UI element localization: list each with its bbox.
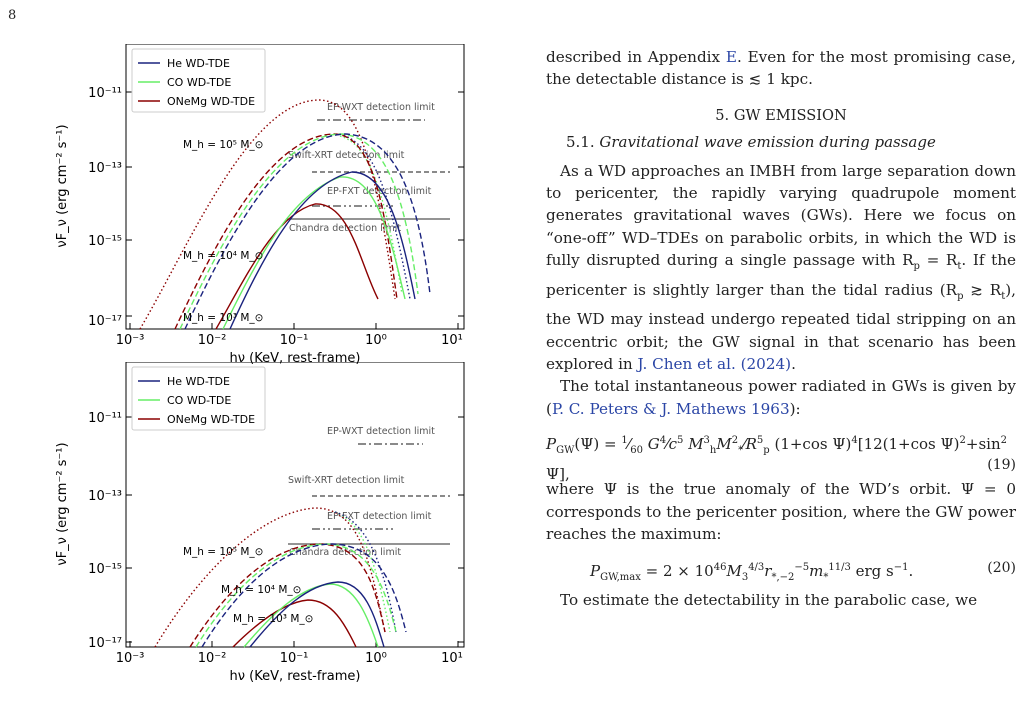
curve-he-1e3 bbox=[229, 171, 416, 330]
legend-entry: He WD-TDE bbox=[167, 57, 230, 70]
xtick-label: 10⁰ bbox=[365, 651, 387, 666]
y-axis-label: νF_ν (erg cm⁻² s⁻¹) bbox=[55, 442, 70, 565]
ytick-label: 10⁻¹³ bbox=[88, 489, 122, 504]
curve-he-1e5 bbox=[334, 511, 397, 633]
mass-label: M_h = 10⁴ M_⊙ bbox=[183, 250, 263, 262]
ytick-label: 10⁻¹³ bbox=[88, 161, 122, 176]
curve-co-1e3 bbox=[222, 176, 406, 330]
xtick-label: 10⁻² bbox=[198, 651, 227, 666]
section-heading: 5. GW EMISSION bbox=[715, 106, 847, 124]
x-axis-label: hν (KeV, rest-frame) bbox=[230, 669, 361, 684]
peters-citation-link[interactable]: P. C. Peters & J. Mathews 1963 bbox=[551, 399, 790, 418]
xtick-label: 10⁻¹ bbox=[280, 651, 309, 666]
chen-citation-link[interactable]: J. Chen et al. (2024) bbox=[637, 354, 792, 373]
ytick-label: 10⁻¹⁷ bbox=[88, 314, 122, 329]
mass-label: M_h = 10³ M_⊙ bbox=[183, 312, 263, 324]
limit-label: EP-FXT detection limit bbox=[327, 511, 432, 522]
curve-he-1e4 bbox=[201, 543, 407, 648]
xtick-label: 10¹ bbox=[441, 333, 463, 348]
limit-label: EP-FXT detection limit bbox=[327, 186, 432, 197]
top-sed-figure: 10⁻¹¹ 10⁻¹³ 10⁻¹⁵ 10⁻¹⁷ 10⁻³ 10⁻² 10⁻¹ 1… bbox=[55, 44, 465, 366]
equation-20-number: (20) bbox=[987, 560, 1016, 577]
curve-he-1e4 bbox=[184, 133, 431, 330]
legend: He WD-TDE CO WD-TDE ONeMg WD-TDE bbox=[131, 48, 266, 113]
xtick-label: 10⁻¹ bbox=[280, 333, 309, 348]
curve-one-1e5 bbox=[154, 507, 386, 648]
xtick-label: 10⁻³ bbox=[116, 651, 145, 666]
equation-20: PGW,max = 2 × 1046M34/3r*,−2−5m*11/3 erg… bbox=[546, 551, 1016, 589]
ytick-label: 10⁻¹⁷ bbox=[88, 636, 122, 651]
limit-label: Chandra detection limit bbox=[289, 547, 401, 558]
y-axis-label: νF_ν (erg cm⁻² s⁻¹) bbox=[55, 124, 70, 247]
y-axis bbox=[126, 416, 464, 643]
subsection-heading: 5.1. Gravitational wave emission during … bbox=[566, 133, 936, 152]
right-text-column: described in Appendix E. Even for the mo… bbox=[546, 46, 1016, 612]
ytick-label: 10⁻¹¹ bbox=[88, 86, 122, 101]
mass-label: M_h = 10⁵ M_⊙ bbox=[183, 139, 263, 151]
mh-1e3-curves bbox=[232, 581, 385, 648]
intro-paragraph: described in Appendix E. Even for the mo… bbox=[546, 48, 1017, 89]
limit-label: EP-WXT detection limit bbox=[327, 426, 435, 437]
curve-one-1e3 bbox=[232, 599, 357, 648]
xtick-label: 10⁻³ bbox=[116, 333, 145, 348]
curve-one-1e3 bbox=[215, 203, 379, 330]
limit-label: EP-WXT detection limit bbox=[327, 102, 435, 113]
ytick-label: 10⁻¹⁵ bbox=[88, 562, 122, 577]
legend-entry: CO WD-TDE bbox=[167, 76, 231, 89]
xtick-label: 10⁰ bbox=[365, 333, 387, 348]
mh-1e4-curves bbox=[174, 133, 431, 330]
paragraph-detectability: To estimate the detectability in the par… bbox=[560, 591, 978, 610]
ytick-label: 10⁻¹¹ bbox=[88, 411, 122, 426]
limit-label: Swift-XRT detection limit bbox=[288, 150, 405, 161]
legend: He WD-TDE CO WD-TDE ONeMg WD-TDE bbox=[131, 366, 266, 431]
xtick-label: 10⁻² bbox=[198, 333, 227, 348]
legend-entry: CO WD-TDE bbox=[167, 394, 231, 407]
legend-entry: ONeMg WD-TDE bbox=[167, 95, 255, 108]
ytick-label: 10⁻¹⁵ bbox=[88, 234, 122, 249]
legend-entry: ONeMg WD-TDE bbox=[167, 413, 255, 426]
curve-one-1e5 bbox=[139, 99, 396, 330]
paragraph-power: The total instantaneous power radiated i… bbox=[546, 377, 1016, 418]
plot-frame bbox=[125, 44, 465, 330]
y-axis bbox=[126, 91, 464, 317]
plot-frame bbox=[125, 362, 465, 648]
mh-1e5-curves bbox=[139, 99, 411, 330]
mh-1e4-curves bbox=[189, 543, 407, 648]
equation-19-number: (19) bbox=[987, 457, 1016, 474]
xtick-label: 10¹ bbox=[441, 651, 463, 666]
curve-co-1e5 bbox=[334, 511, 391, 633]
mh-1e3-curves bbox=[215, 171, 416, 330]
mass-label: M_h = 10⁴ M_⊙ bbox=[221, 584, 301, 596]
curve-he-1e3 bbox=[249, 581, 385, 648]
bottom-sed-figure: 10⁻¹¹ 10⁻¹³ 10⁻¹⁵ 10⁻¹⁷ 10⁻³ 10⁻² 10⁻¹ 1… bbox=[55, 362, 465, 684]
x-axis bbox=[129, 641, 459, 647]
paragraph-gw-intro: As a WD approaches an IMBH from large se… bbox=[546, 161, 1016, 373]
limit-label: Swift-XRT detection limit bbox=[288, 475, 405, 486]
x-axis bbox=[129, 323, 459, 329]
legend-entry: He WD-TDE bbox=[167, 375, 230, 388]
page-number: 8 bbox=[8, 8, 17, 23]
equation-19: PGW(Ψ) = 1⁄60 G4⁄c5 M3hM2*⁄R5p (1+cos Ψ)… bbox=[546, 435, 1016, 483]
limit-label: Chandra detection limit bbox=[289, 223, 401, 234]
mh-1e5-curves bbox=[154, 507, 397, 648]
mass-label: M_h = 10³ M_⊙ bbox=[233, 613, 313, 625]
appendix-link[interactable]: E bbox=[725, 48, 737, 66]
paragraph-true-anomaly: where Ψ is the true anomaly of the WD’s … bbox=[546, 480, 1016, 543]
mass-label: M_h = 10⁵ M_⊙ bbox=[183, 546, 263, 558]
curve-co-1e3 bbox=[243, 583, 379, 648]
